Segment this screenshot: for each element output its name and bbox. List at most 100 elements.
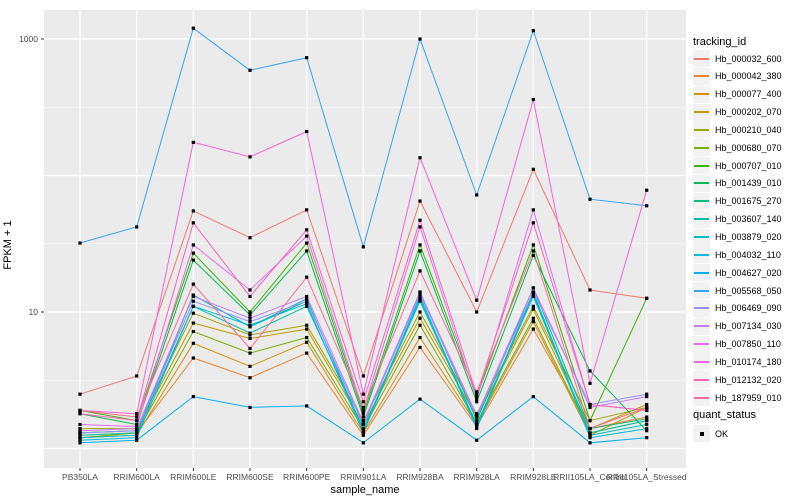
legend-item: Hb_000077_400 xyxy=(693,85,782,103)
data-point xyxy=(78,441,82,445)
legend-item: Hb_001675_270 xyxy=(693,192,782,210)
legend-item-label: Hb_006469_090 xyxy=(715,303,782,314)
data-point xyxy=(305,304,309,308)
data-point xyxy=(135,412,139,416)
data-point xyxy=(305,340,309,344)
data-point xyxy=(475,415,479,419)
data-point xyxy=(418,397,422,401)
line-color-swatch-icon xyxy=(694,360,709,363)
data-point xyxy=(475,419,479,423)
data-point xyxy=(531,395,535,399)
data-point xyxy=(475,413,479,417)
legend-item: Hb_000707_010 xyxy=(693,157,782,175)
data-point xyxy=(645,204,649,208)
legend-key-swatch xyxy=(693,103,710,121)
data-point xyxy=(588,419,592,423)
legend-item: Hb_000032_600 xyxy=(693,50,782,67)
data-point xyxy=(361,422,365,427)
data-point xyxy=(248,288,252,292)
data-point xyxy=(305,228,309,232)
data-point xyxy=(418,199,422,203)
data-point xyxy=(531,307,535,311)
data-point xyxy=(361,433,365,437)
line-color-swatch-icon xyxy=(694,378,709,381)
data-point xyxy=(531,249,535,253)
data-point xyxy=(78,429,82,433)
legend-item-label: Hb_187959_010 xyxy=(715,392,782,403)
data-point xyxy=(191,356,195,360)
legend-key-swatch xyxy=(693,85,710,103)
data-point xyxy=(645,408,649,413)
line-color-swatch-icon xyxy=(694,75,709,78)
data-point xyxy=(645,188,649,192)
data-point xyxy=(475,422,479,427)
data-point xyxy=(418,345,422,350)
data-point xyxy=(78,412,82,416)
data-point xyxy=(78,426,82,431)
data-point xyxy=(78,433,82,437)
legend-item: Hb_006469_090 xyxy=(693,299,782,317)
data-point xyxy=(645,296,649,300)
legend-item-label: Hb_004627_020 xyxy=(715,267,782,278)
data-point xyxy=(248,313,252,317)
legend-key-swatch xyxy=(693,174,710,192)
data-point xyxy=(248,316,252,320)
legend-item: Hb_000680_070 xyxy=(693,139,782,157)
data-point xyxy=(588,288,592,292)
line-color-swatch-icon xyxy=(694,271,709,274)
legend-item-label: Hb_005568_050 xyxy=(715,285,782,296)
data-point xyxy=(361,405,365,410)
data-point xyxy=(305,129,309,134)
data-point xyxy=(135,374,139,378)
x-tick-label: RRIM600LE xyxy=(170,472,217,482)
data-point xyxy=(191,282,195,286)
legend-item-label: Hb_003607_140 xyxy=(715,214,782,225)
data-point xyxy=(645,417,649,421)
data-point xyxy=(248,336,252,341)
line-color-swatch-icon xyxy=(694,128,709,131)
data-point xyxy=(475,420,479,425)
data-point xyxy=(305,234,309,238)
data-point xyxy=(191,140,195,144)
quant-legend-key-swatch xyxy=(693,425,710,442)
line-color-swatch-icon xyxy=(694,111,709,114)
line-color-swatch-icon xyxy=(694,218,709,221)
data-point xyxy=(248,364,252,368)
legend-item-label: Hb_001675_270 xyxy=(715,196,782,207)
line-color-swatch-icon xyxy=(694,146,709,149)
data-point xyxy=(305,208,309,212)
line-color-swatch-icon xyxy=(694,200,709,203)
y-axis-title: FPKM + 1 xyxy=(2,220,14,270)
data-point xyxy=(248,376,252,380)
legend-key-swatch xyxy=(693,299,710,317)
data-point xyxy=(588,369,592,373)
line-color-swatch-icon xyxy=(694,396,709,399)
data-point xyxy=(191,294,195,299)
data-point xyxy=(305,327,309,331)
data-point xyxy=(191,243,195,247)
legend-item: Hb_001439_010 xyxy=(693,174,782,192)
legend-item: Hb_003607_140 xyxy=(693,210,782,228)
data-point xyxy=(248,346,252,351)
data-point xyxy=(475,310,479,314)
data-point xyxy=(191,26,195,30)
data-point xyxy=(475,395,479,399)
data-point xyxy=(248,294,252,299)
data-point xyxy=(588,405,592,410)
data-point xyxy=(418,269,422,273)
data-point xyxy=(305,275,309,279)
data-point xyxy=(588,426,592,431)
data-point xyxy=(531,316,535,320)
legend-item-label: Hb_004032_110 xyxy=(715,249,781,260)
data-point xyxy=(135,429,139,433)
data-point xyxy=(645,392,649,396)
x-tick-label: RRIM928LA xyxy=(453,472,500,482)
legend-item-label: Hb_003879_020 xyxy=(715,232,782,242)
data-point xyxy=(418,323,422,327)
data-point xyxy=(418,243,422,247)
data-point xyxy=(418,290,422,294)
data-point xyxy=(418,292,422,296)
data-point xyxy=(248,331,252,335)
data-point xyxy=(305,335,309,340)
data-point xyxy=(361,420,365,425)
